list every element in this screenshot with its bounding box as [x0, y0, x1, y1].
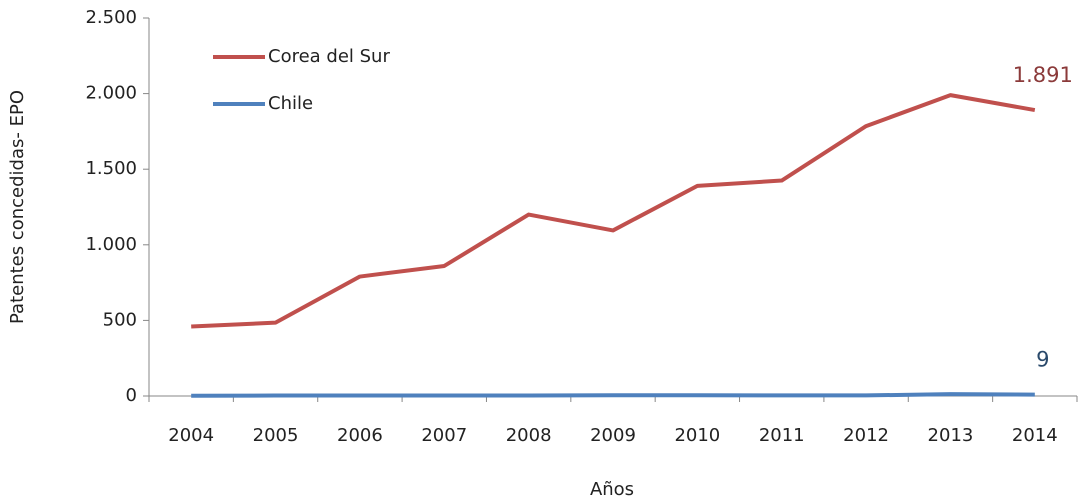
x-tick-label: 2004 [168, 425, 214, 446]
y-axis-label: Patentes concedidas- EPO [7, 90, 28, 324]
x-tick-label: 2014 [1012, 425, 1058, 446]
x-tick-label: 2012 [843, 425, 889, 446]
x-tick-label: 2011 [759, 425, 805, 446]
x-tick-label: 2010 [674, 425, 720, 446]
legend-label: Chile [268, 93, 313, 114]
y-tick-label: 0 [126, 385, 137, 406]
legend-label: Corea del Sur [268, 46, 390, 67]
x-tick-label: 2013 [928, 425, 974, 446]
series-line [191, 93, 1036, 329]
x-tick-label: 2005 [253, 425, 299, 446]
y-tick-label: 1.500 [85, 158, 137, 179]
data-label: 1.891 [1013, 63, 1073, 87]
y-tick-label: 500 [103, 309, 137, 330]
x-tick-label: 2007 [421, 425, 467, 446]
x-tick-label: 2009 [590, 425, 636, 446]
y-tick-label: 1.000 [85, 234, 137, 255]
y-tick-label: 2.500 [85, 7, 137, 28]
y-tick-label: 2.000 [85, 83, 137, 104]
series-line [191, 392, 1035, 398]
x-tick-label: 2008 [506, 425, 552, 446]
data-label: 9 [1036, 348, 1049, 372]
x-tick-label: 2006 [337, 425, 383, 446]
x-axis-label: Años [590, 479, 634, 500]
